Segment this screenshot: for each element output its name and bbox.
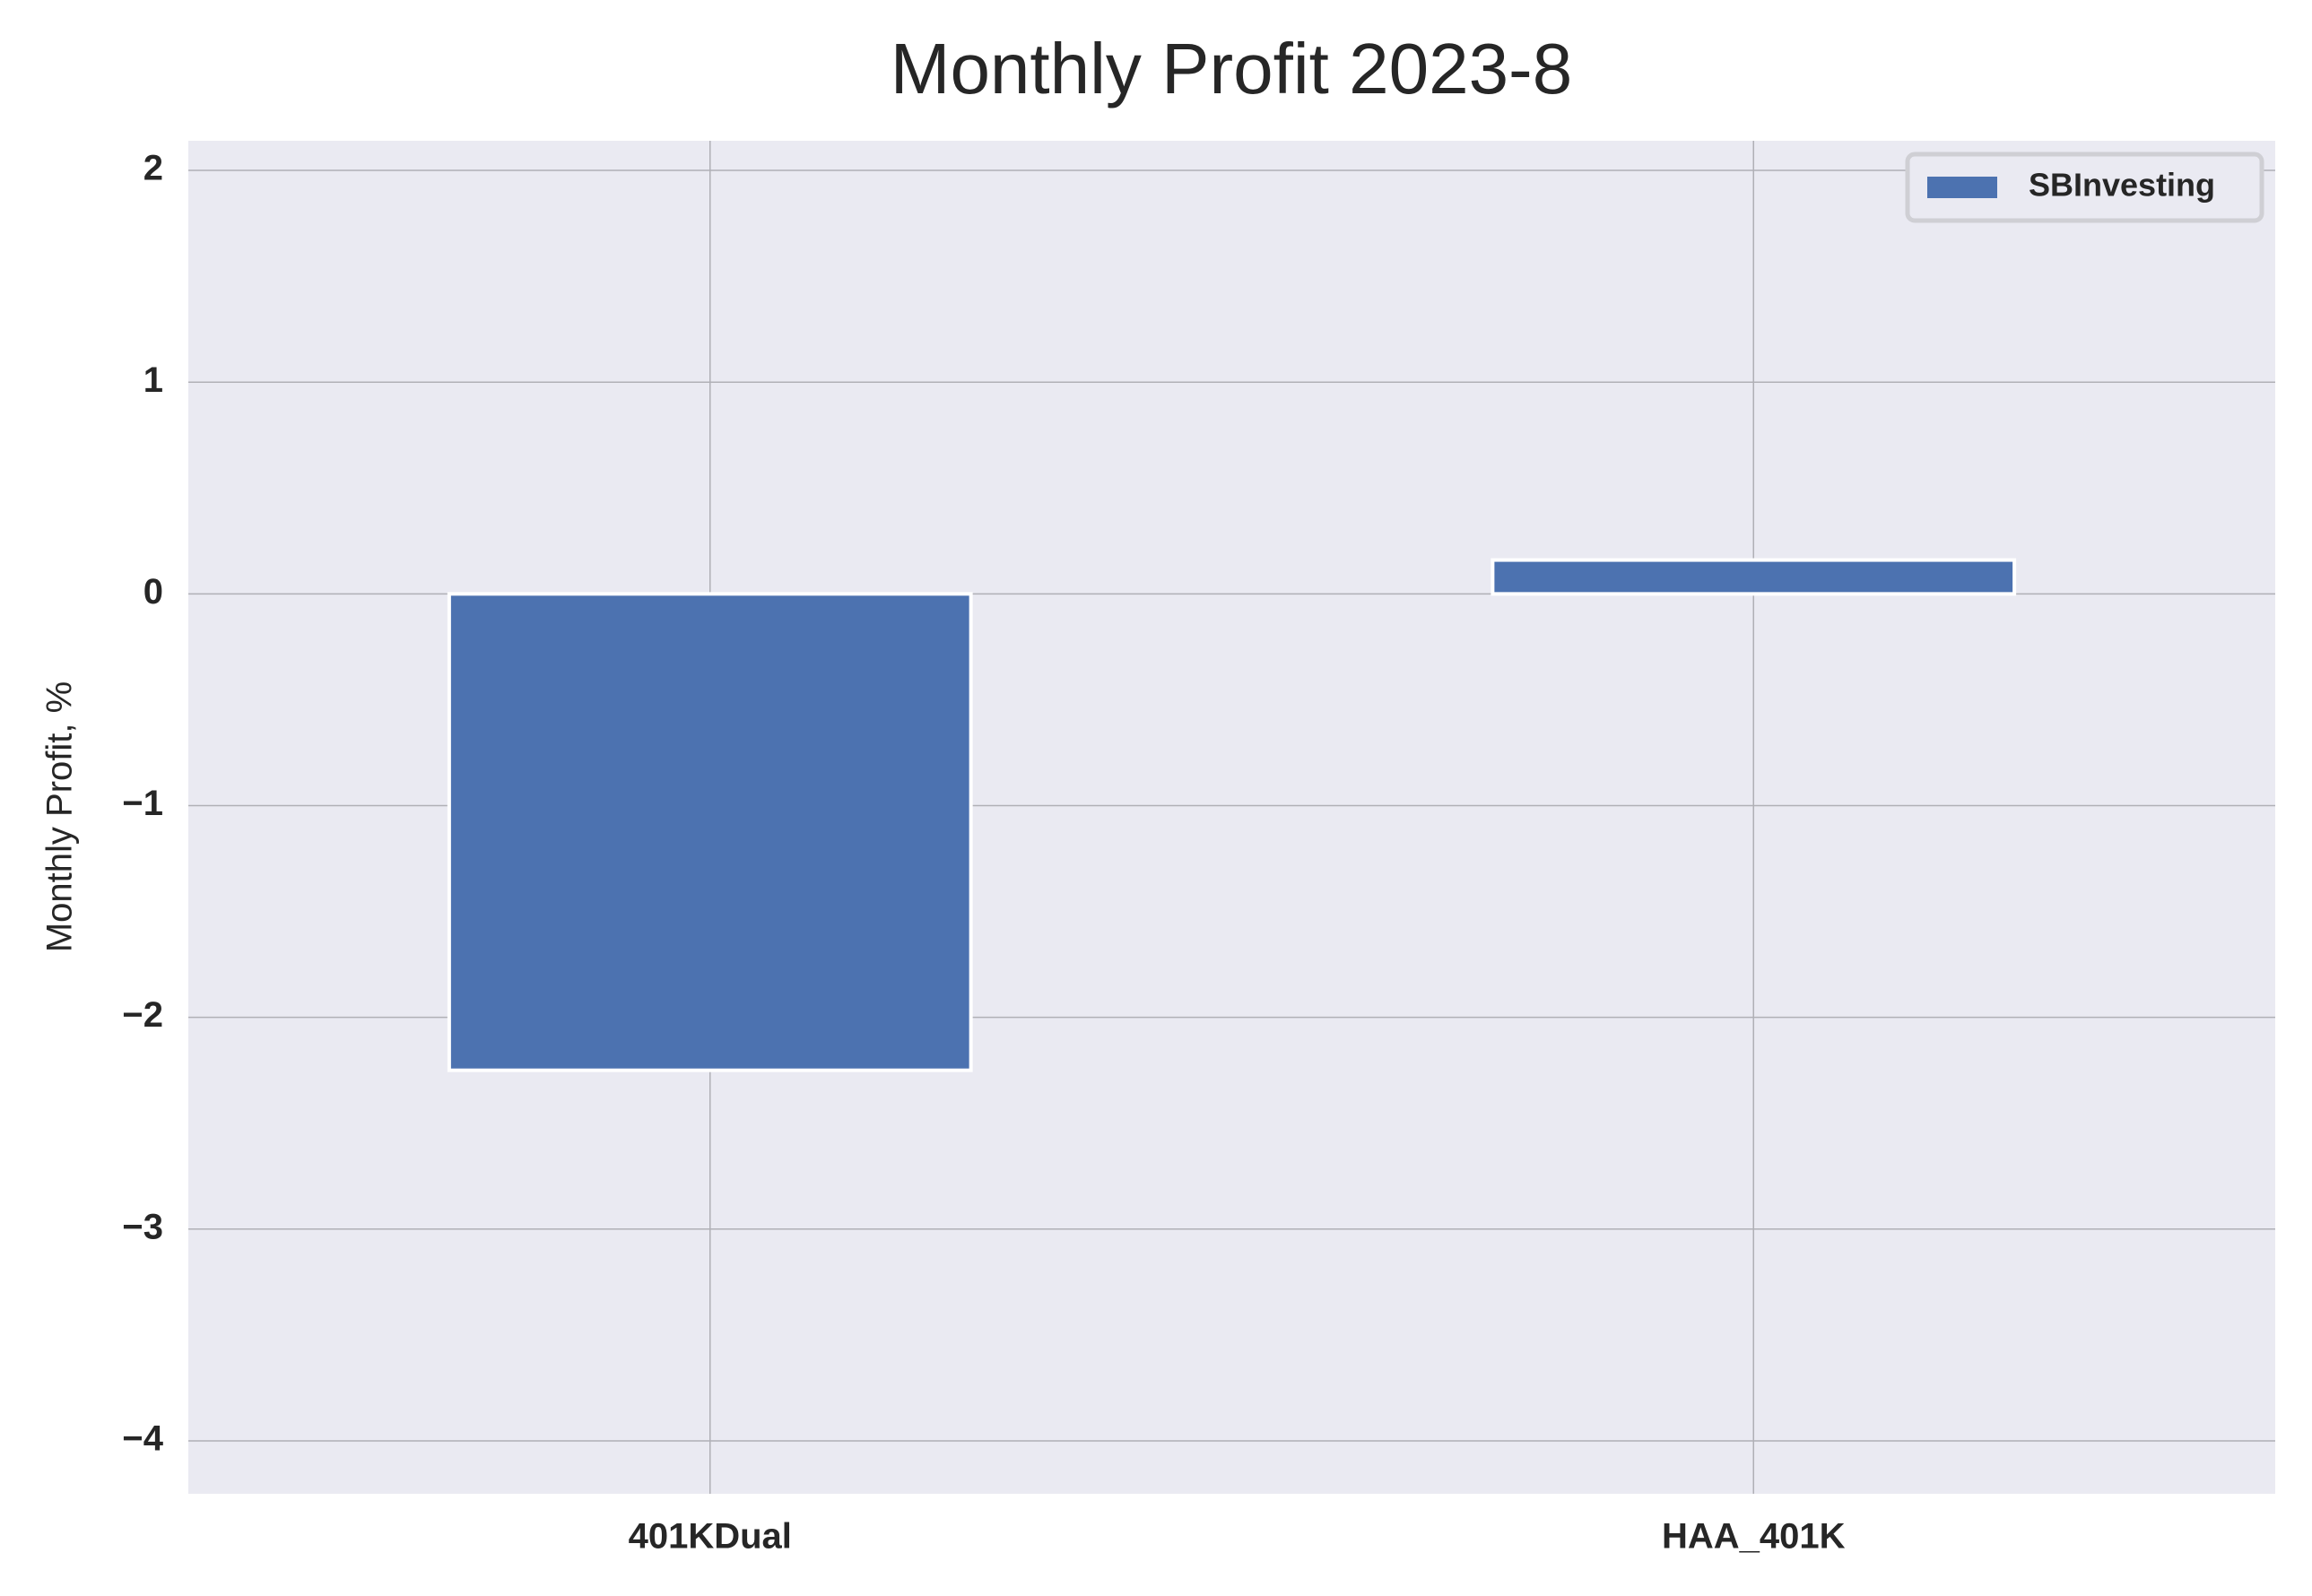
y-axis-label: Monthly Profit, % [40, 681, 80, 952]
legend-label: SBInvesting [2029, 167, 2215, 204]
x-tick-label: 401KDual [629, 1517, 792, 1557]
legend-swatch [1927, 177, 1997, 198]
y-tick-label: −4 [122, 1419, 163, 1459]
y-tick-label: −3 [122, 1207, 163, 1246]
x-tick-label: HAA_401K [1662, 1517, 1846, 1557]
bar [447, 592, 973, 1072]
y-tick-label: −1 [122, 784, 163, 823]
legend-box [1905, 152, 2264, 223]
y-tick-label: 0 [143, 572, 163, 612]
y-tick-label: 2 [143, 149, 163, 188]
bar [1491, 558, 2017, 596]
chart-title: Monthly Profit 2023-8 [891, 29, 1572, 108]
y-tick-label: 1 [143, 360, 163, 400]
y-tick-label: −2 [122, 995, 163, 1035]
